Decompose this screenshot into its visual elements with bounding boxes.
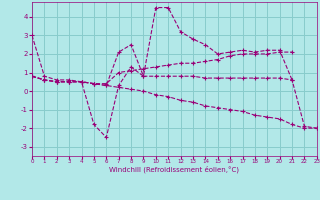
X-axis label: Windchill (Refroidissement éolien,°C): Windchill (Refroidissement éolien,°C)	[109, 166, 239, 173]
